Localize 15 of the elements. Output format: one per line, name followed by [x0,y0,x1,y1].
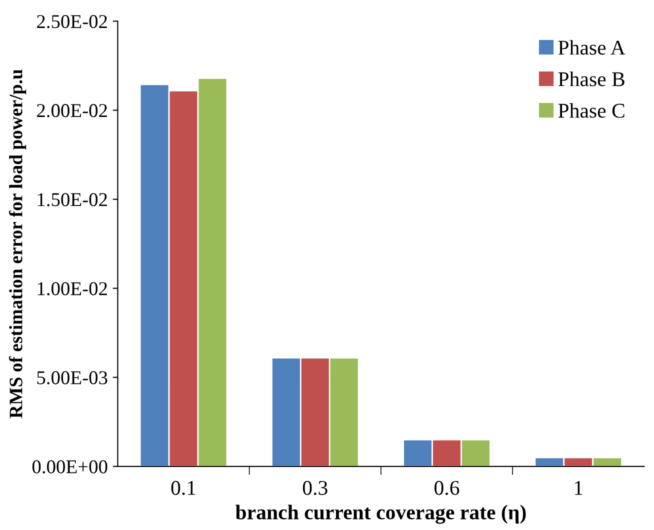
x-tick-label: 0.3 [302,480,328,496]
y-tick-label: 0.00E+00 [32,460,108,474]
y-tick-label: 2.50E-02 [37,15,107,28]
legend-label: Phase B [558,72,624,86]
x-tick-label: 1 [575,480,582,495]
y-tick-label: 1.00E-02 [38,282,107,296]
y-tick-label: 1.50E-02 [38,193,107,206]
y-tick-label: 5.00E-03 [37,371,108,384]
legend-label: Phase C [558,103,624,118]
x-tick-label: 0.6 [434,480,460,496]
y-axis-title: RMS of estimation error for load power/p.u [8,70,26,418]
x-axis-title: branch current coverage rate (η) [235,504,526,524]
y-tick-label: 2.00E-02 [37,104,107,118]
x-tick-label: 0.1 [171,480,196,496]
legend-label: Phase A [558,40,626,55]
